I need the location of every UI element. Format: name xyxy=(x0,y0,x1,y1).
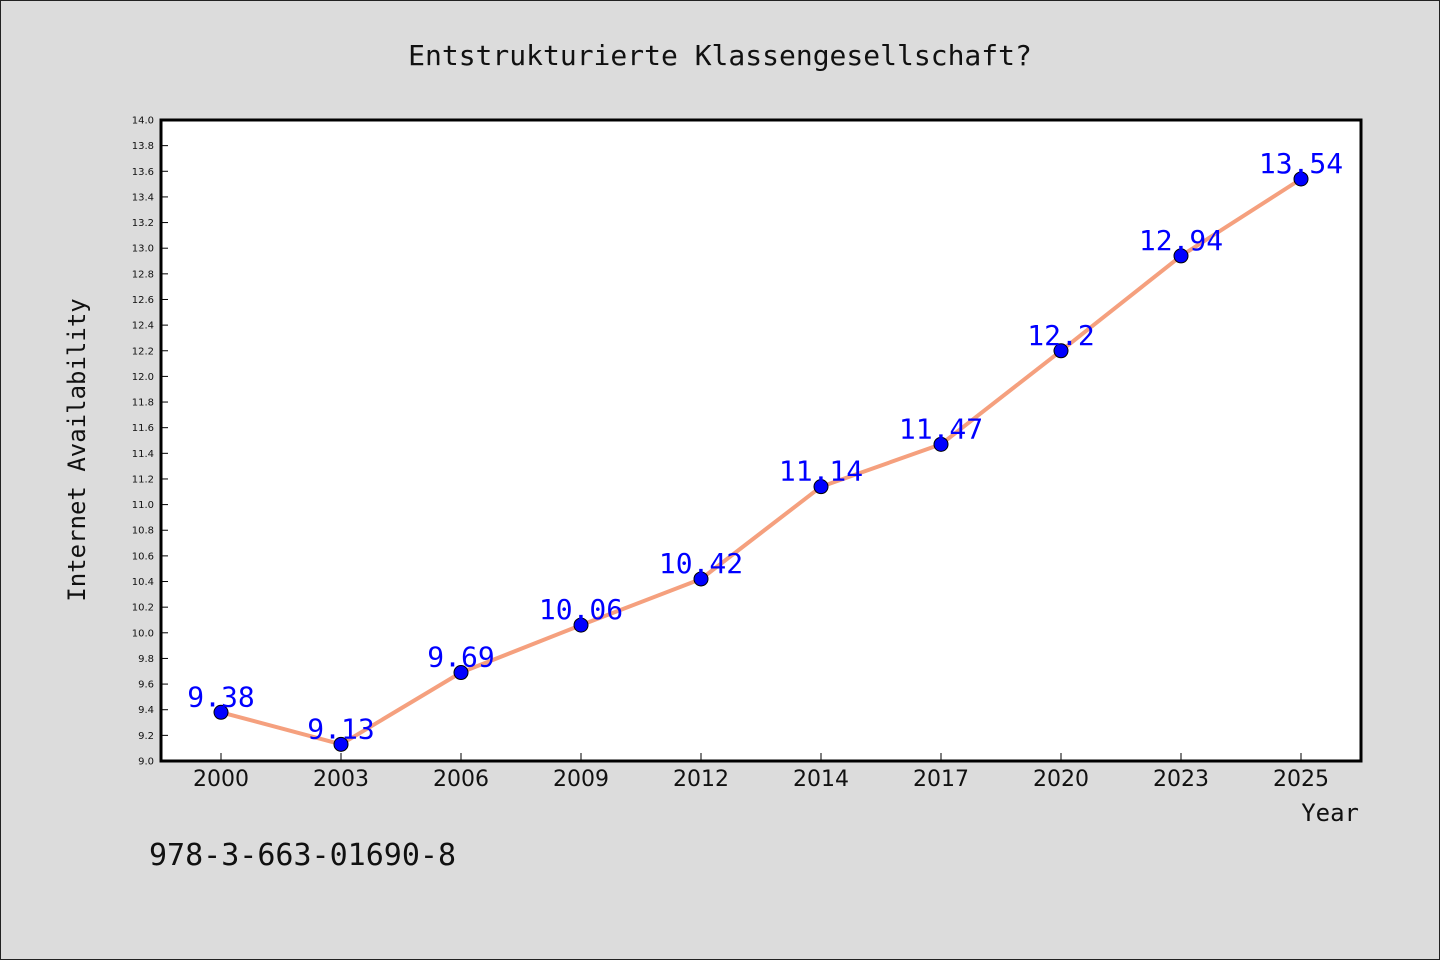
y-tick-label: 11.8 xyxy=(132,398,154,409)
y-tick-label: 10.8 xyxy=(132,526,154,537)
data-point xyxy=(573,617,589,633)
data-point xyxy=(693,571,709,587)
data-point xyxy=(933,436,949,452)
x-axis: 2000 2003 2006 2009 2012 2014 2017 2020 2023 2025 xyxy=(193,753,1329,792)
y-axis-label: Internet Availability xyxy=(63,298,91,601)
y-tick-label: 10.4 xyxy=(132,577,154,588)
x-axis-label: Year xyxy=(1301,799,1359,827)
data-label: 10.42 xyxy=(659,547,743,580)
y-tick-label: 11.6 xyxy=(132,423,154,434)
data-label: 9.69 xyxy=(427,641,494,674)
data-label: 10.06 xyxy=(539,593,623,626)
y-tick-label: 9.8 xyxy=(138,654,154,665)
x-tick-label: 2017 xyxy=(913,767,969,792)
y-tick-label: 11.2 xyxy=(132,474,154,485)
data-label: 12.94 xyxy=(1139,224,1223,257)
data-label: 12.2 xyxy=(1027,319,1094,352)
data-label: 9.38 xyxy=(187,680,254,713)
data-point xyxy=(213,704,229,720)
y-tick-label: 12.8 xyxy=(132,269,154,280)
x-tick-label: 2020 xyxy=(1033,767,1089,792)
data-markers xyxy=(213,171,1309,752)
data-point xyxy=(813,479,829,495)
data-point xyxy=(1173,248,1189,264)
x-tick-label: 2003 xyxy=(313,767,369,792)
data-point xyxy=(1053,343,1069,359)
y-tick-label: 11.4 xyxy=(132,449,154,460)
data-label: 11.47 xyxy=(899,412,983,445)
x-tick-label: 2009 xyxy=(553,767,609,792)
data-label: 13.54 xyxy=(1259,147,1343,180)
x-tick-label: 2006 xyxy=(433,767,489,792)
plot-frame xyxy=(159,118,1363,763)
y-tick-label: 12.6 xyxy=(132,295,154,306)
y-tick-label: 14.0 xyxy=(132,116,154,127)
y-tick-label: 12.4 xyxy=(132,321,154,332)
data-point xyxy=(333,736,349,752)
data-point xyxy=(1293,171,1309,187)
y-tick-label: 13.2 xyxy=(132,218,154,229)
y-tick-label: 10.0 xyxy=(132,628,154,639)
y-tick-label: 10.6 xyxy=(132,551,154,562)
data-label: 9.13 xyxy=(307,712,374,745)
footer-isbn: 978-3-663-01690-8 xyxy=(149,838,456,873)
series-line xyxy=(220,177,1303,747)
y-tick-label: 9.6 xyxy=(138,680,154,691)
x-tick-label: 2025 xyxy=(1273,767,1329,792)
y-tick-label: 13.8 xyxy=(132,141,154,152)
y-tick-label: 9.4 xyxy=(138,705,154,716)
y-tick-label: 12.0 xyxy=(132,372,154,383)
y-tick-label: 9.0 xyxy=(138,757,154,768)
y-tick-label: 13.4 xyxy=(132,192,154,203)
y-tick-label: 10.2 xyxy=(132,603,154,614)
y-tick-label: 13.6 xyxy=(132,167,154,178)
x-tick-label: 2023 xyxy=(1153,767,1209,792)
x-tick-label: 2000 xyxy=(193,767,249,792)
chart-title: Entstrukturierte Klassengesellschaft? xyxy=(408,39,1032,72)
x-tick-label: 2014 xyxy=(793,767,849,792)
y-tick-label: 9.2 xyxy=(138,731,154,742)
y-tick-label: 13.0 xyxy=(132,244,154,255)
y-tick-label: 12.2 xyxy=(132,346,154,357)
plot-area xyxy=(161,120,1361,761)
data-labels: 9.38 9.13 9.69 10.06 10.42 11.14 11.47 12.2 12.9… xyxy=(187,147,1343,745)
data-label: 11.14 xyxy=(779,455,863,488)
x-tick-label: 2012 xyxy=(673,767,729,792)
data-point xyxy=(453,665,469,681)
y-tick-label: 11.0 xyxy=(132,500,154,511)
